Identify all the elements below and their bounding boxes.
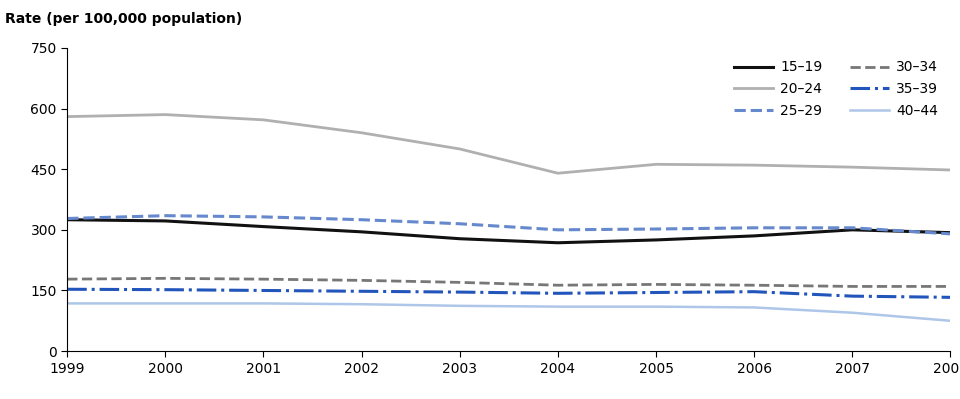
40–44 — [945, 318, 956, 323]
35–39 — [552, 291, 564, 296]
30–34 — [847, 284, 858, 289]
20–24 — [257, 117, 269, 122]
40–44 — [552, 304, 564, 309]
35–39 — [650, 290, 661, 295]
Line: 15–19: 15–19 — [67, 220, 950, 243]
25–29 — [552, 227, 564, 232]
40–44 — [749, 305, 760, 310]
35–39 — [356, 289, 368, 294]
35–39 — [61, 287, 73, 292]
20–24 — [749, 163, 760, 168]
30–34 — [650, 282, 661, 287]
35–39 — [159, 287, 171, 292]
25–29 — [847, 225, 858, 230]
20–24 — [454, 146, 466, 151]
25–29 — [61, 216, 73, 221]
20–24 — [61, 114, 73, 119]
20–24 — [945, 168, 956, 172]
35–39 — [847, 294, 858, 298]
25–29 — [257, 215, 269, 219]
20–24 — [552, 171, 564, 176]
15–19 — [257, 224, 269, 229]
15–19 — [356, 229, 368, 234]
40–44 — [159, 301, 171, 306]
25–29 — [454, 221, 466, 226]
Line: 20–24: 20–24 — [67, 115, 950, 173]
25–29 — [749, 225, 760, 230]
Line: 30–34: 30–34 — [67, 279, 950, 286]
35–39 — [945, 295, 956, 300]
30–34 — [356, 278, 368, 283]
15–19 — [847, 227, 858, 232]
20–24 — [356, 130, 368, 135]
15–19 — [650, 237, 661, 242]
15–19 — [945, 230, 956, 235]
15–19 — [454, 236, 466, 241]
35–39 — [257, 288, 269, 293]
20–24 — [159, 112, 171, 117]
30–34 — [159, 276, 171, 281]
40–44 — [257, 301, 269, 306]
15–19 — [61, 217, 73, 222]
20–24 — [650, 162, 661, 167]
30–34 — [945, 284, 956, 289]
25–29 — [650, 227, 661, 231]
25–29 — [945, 231, 956, 236]
15–19 — [159, 219, 171, 223]
40–44 — [61, 301, 73, 306]
Line: 35–39: 35–39 — [67, 289, 950, 297]
30–34 — [257, 277, 269, 282]
15–19 — [552, 240, 564, 245]
25–29 — [159, 213, 171, 218]
40–44 — [454, 304, 466, 308]
25–29 — [356, 217, 368, 222]
Line: 25–29: 25–29 — [67, 216, 950, 234]
Line: 40–44: 40–44 — [67, 303, 950, 321]
40–44 — [650, 304, 661, 309]
30–34 — [749, 283, 760, 288]
15–19 — [749, 233, 760, 238]
30–34 — [454, 280, 466, 285]
Text: Rate (per 100,000 population): Rate (per 100,000 population) — [5, 12, 242, 26]
40–44 — [847, 310, 858, 315]
Legend: 15–19, 20–24, 25–29, 30–34, 35–39, 40–44: 15–19, 20–24, 25–29, 30–34, 35–39, 40–44 — [729, 55, 944, 123]
30–34 — [552, 283, 564, 288]
40–44 — [356, 302, 368, 306]
35–39 — [454, 290, 466, 294]
35–39 — [749, 289, 760, 294]
30–34 — [61, 277, 73, 282]
20–24 — [847, 165, 858, 170]
